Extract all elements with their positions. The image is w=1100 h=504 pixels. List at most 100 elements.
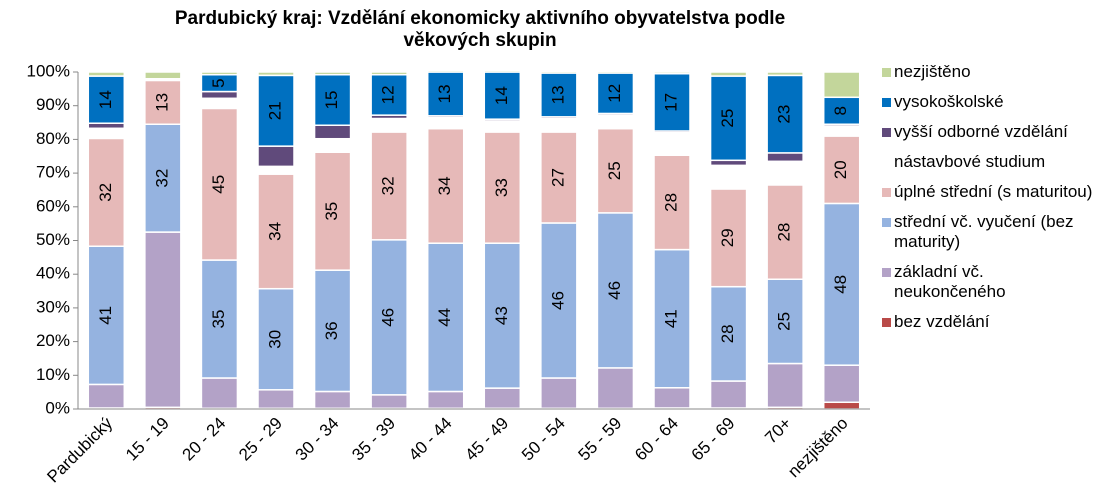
- y-tick-label: 50%: [36, 230, 70, 249]
- chart-title: Pardubický kraj: Vzdělání ekonomicky akt…: [174, 8, 786, 51]
- bar-segment: [426, 69, 465, 73]
- data-label: 12: [605, 84, 624, 103]
- bar-segment: [822, 364, 861, 404]
- data-label: 33: [492, 178, 511, 197]
- legend-label: bez vzdělání: [894, 312, 990, 331]
- bar-segment: [540, 131, 578, 224]
- bar-segment: [370, 71, 408, 76]
- legend-swatch: [882, 158, 891, 167]
- bar-segment: [596, 72, 635, 115]
- legend-label: vysokoškolské: [894, 92, 1004, 111]
- legend-label: nástavbové studium: [894, 152, 1046, 171]
- data-label: 30: [265, 330, 284, 349]
- bar-segment: [596, 127, 635, 214]
- bar-segment: [144, 79, 182, 125]
- bar-segment: [540, 222, 578, 379]
- bar-segment: [766, 362, 804, 409]
- data-label: 35: [322, 202, 341, 221]
- data-label: 43: [492, 306, 511, 325]
- data-label: 41: [661, 309, 680, 328]
- bar-segment: [483, 120, 522, 133]
- bar-segment: [257, 145, 295, 168]
- bar-segment: [426, 71, 465, 117]
- bar-segment: [540, 72, 578, 118]
- bar-segment: [313, 151, 352, 271]
- data-label: 13: [435, 84, 454, 103]
- bar-segment: [257, 389, 295, 410]
- data-label: 5: [209, 78, 228, 87]
- x-tick-label: 35 - 39: [348, 414, 399, 465]
- legend-label: základní vč. neukončeného: [894, 262, 1006, 301]
- legend-swatch: [882, 318, 891, 327]
- data-label: 29: [718, 228, 737, 247]
- x-tick-label: 25 - 29: [235, 414, 286, 465]
- data-label: 14: [96, 90, 115, 109]
- bar-segment: [200, 97, 239, 110]
- data-label: 34: [265, 222, 284, 241]
- bar-segment: [540, 117, 578, 133]
- bar-segment: [87, 75, 126, 124]
- x-tick-label: Pardubický: [43, 413, 116, 486]
- bar-segment: [313, 73, 352, 126]
- bar-segment: [540, 70, 578, 74]
- data-label: 46: [605, 281, 624, 300]
- legend-label: vyšší odborné vzdělání: [894, 122, 1068, 141]
- x-tick-label: 45 - 49: [461, 414, 512, 465]
- bar-segment: [653, 71, 691, 75]
- x-tick-label: 60 - 64: [631, 414, 682, 465]
- legend-label: úplné střední (s maturitou): [894, 182, 1093, 201]
- bar-segment: [709, 164, 748, 190]
- x-tick-label: 65 - 69: [688, 414, 739, 465]
- legend-item: vyšší odborné vzdělání: [882, 122, 1097, 142]
- bar-segment: [822, 125, 861, 137]
- x-tick-label: 70+: [761, 414, 795, 448]
- bar-segment: [87, 122, 126, 130]
- bar-segment: [483, 71, 522, 120]
- legend-swatch: [882, 268, 891, 277]
- data-label: 17: [661, 93, 680, 112]
- bar-segment: [257, 287, 295, 391]
- legend-item: úplné střední (s maturitou): [882, 182, 1097, 202]
- bar-segment: [313, 137, 352, 153]
- bar-segment: [313, 124, 352, 140]
- y-tick-label: 70%: [36, 163, 70, 182]
- data-label: 48: [831, 275, 850, 294]
- bar-segment: [87, 383, 126, 409]
- bar-segment: [822, 202, 861, 366]
- data-label: 32: [96, 183, 115, 202]
- data-label: 41: [96, 306, 115, 325]
- legend-swatch: [882, 98, 891, 107]
- data-label: 21: [265, 101, 284, 120]
- data-label: 46: [379, 308, 398, 327]
- x-tick-label: 30 - 34: [292, 414, 343, 465]
- bar-segment: [144, 231, 182, 409]
- data-label: 36: [322, 321, 341, 340]
- x-tick-label: 55 - 59: [575, 414, 626, 465]
- data-label: 44: [435, 308, 454, 327]
- bar-segment: [426, 127, 465, 244]
- bar-segment: [370, 131, 408, 241]
- legend-item: nezjištěno: [882, 62, 1097, 82]
- bar-segment: [87, 137, 126, 247]
- y-tick-label: 100%: [27, 61, 70, 80]
- y-tick-label: 90%: [36, 95, 70, 114]
- data-label: 32: [152, 169, 171, 188]
- bar-segment: [313, 390, 352, 410]
- data-label: 25: [605, 161, 624, 180]
- legend-item: vysokoškolské: [882, 92, 1097, 112]
- data-label: 28: [775, 223, 794, 242]
- bar-segment: [709, 159, 748, 167]
- bar-segment: [766, 152, 804, 163]
- x-tick-label: 15 - 19: [122, 414, 173, 465]
- x-tick-label: 40 - 44: [405, 414, 456, 465]
- bar-segment: [426, 116, 465, 130]
- y-tick-label: 80%: [36, 129, 70, 148]
- bar-segment: [426, 242, 465, 393]
- bar-segment: [200, 107, 239, 261]
- data-label: 14: [492, 86, 511, 105]
- bar-segment: [653, 131, 691, 156]
- legend-item: bez vzdělání: [882, 312, 1097, 332]
- bar-segment: [540, 377, 578, 410]
